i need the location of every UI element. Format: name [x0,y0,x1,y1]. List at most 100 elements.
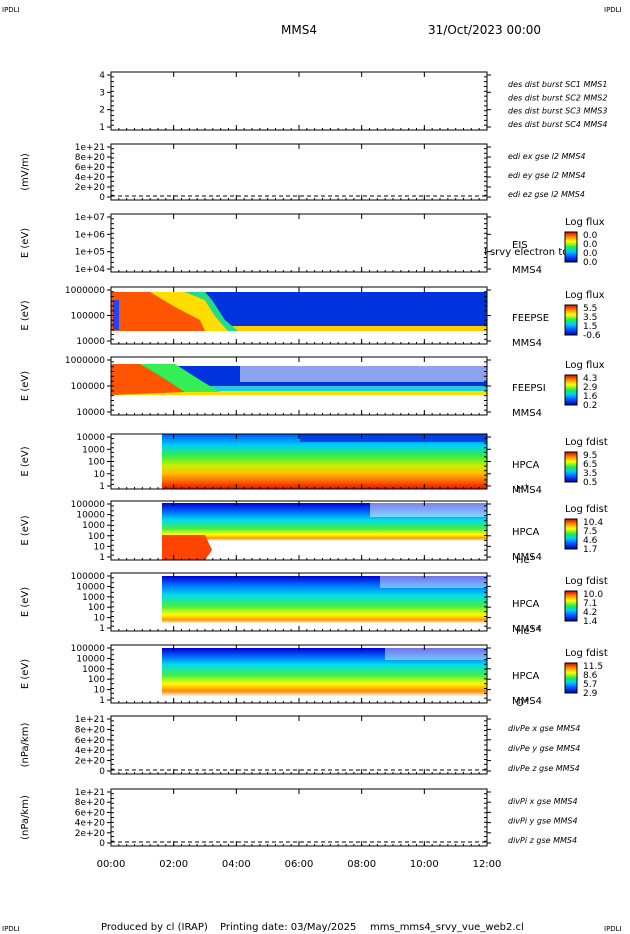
panel-feepsi-cbar-title: Log flux [565,360,605,371]
panel-feepsi-cbar-tick-label: 1.6 [583,392,598,402]
feepse-hot-region [111,292,210,331]
panel-hpca-o-cbar-tick-label: 11.5 [583,662,603,672]
panel-hpca-h-cbar-tick-label: 9.5 [583,451,597,461]
panel-divpe-ytick-label: 4e+20 [75,746,106,756]
panel-hpca-h-sublabel: MMS4 [512,485,542,496]
panel-hpca-he1-cbar-title: Log fdist [565,504,608,515]
x-tick-label: 04:00 [222,859,251,870]
panel-feepsi-cbar-tick-label: 0.2 [583,401,597,411]
panel-eis-cbar-tick-label: 0.0 [583,240,598,250]
panel-divpe-ylabel: (nPa/km) [20,723,31,768]
corner-label-bl: IPDLI [2,925,20,933]
panel-hpca-he1-cbar-tick-label: 1.7 [583,545,597,555]
feepsi-hot-region [111,364,185,395]
panel-eis-ytick-label: 1e+06 [75,230,106,240]
panel-feepsi-ylabel: E (eV) [20,371,31,401]
panel-hpca-he2-cbar-tick-label: 4.2 [583,608,597,618]
panel-hpca-o-instrument-label: HPCA [512,671,540,682]
panel-hpca-he1-colorbar [564,518,578,550]
panel-edi-ytick-label: 1e+21 [75,143,105,153]
panel-feepse-cbar-tick-label: 3.5 [583,313,597,323]
feepsi-mid-region [140,364,220,392]
panel-hpca-he1-ytick-label: 100000 [71,500,106,510]
panel-divpi-legend-item: divPi x gse MMS4 [508,797,578,806]
panel-eis-overlay-text: l srvy electron to [484,247,568,258]
panel-edi-legend-item: edi ez gse l2 MMS4 [508,190,585,199]
panel-feepse-cbar-tick-label: 1.5 [583,322,597,332]
panel-hpca-he2-cbar-title: Log fdist [565,576,608,587]
panel-divpe-ytick-label: 8e+20 [75,725,106,735]
panel-hpca-he2-species: He++ [516,624,542,637]
panel-edi-ylabel: (mV/m) [20,153,31,191]
panel-hpca-he1-ytick-label: 10 [94,542,106,552]
panel-hpca-he2-ytick-label: 10 [94,614,106,624]
panel-hpca-he1-cbar-tick-label: 7.5 [583,527,597,537]
panel-edi-legend-item: edi ey gse l2 MMS4 [508,171,586,180]
hpca-he2-spectrum [162,576,487,631]
panel-feepse-ytick-label: 10000 [76,337,105,347]
panel-hpca-he2-ytick-label: 1 [99,624,105,634]
panel-feepsi-colorbar [564,374,578,406]
panel-divpe-legend-item: divPe x gse MMS4 [508,724,580,733]
panel-hpca-he1-cbar-tick-label: 4.6 [583,536,598,546]
panel-burst-ytick-label: 4 [99,71,105,81]
panel-hpca-he1-ytick-label: 1 [99,553,105,563]
panel-hpca-h-cbar-tick-label: 0.5 [583,478,597,488]
panel-hpca-h-ytick-label: 1000 [82,445,105,455]
panel-hpca-o-ytick-label: 10000 [76,654,105,664]
spectrogram-layer [111,292,487,703]
panel-divpi-ytick-label: 8e+20 [75,798,106,808]
hpca-h-spectrum [162,434,487,489]
panel-hpca-he2-colorbar [564,590,578,622]
panel-feepse-ytick-label: 100000 [71,312,106,322]
x-tick-label: 10:00 [410,859,439,870]
hpca-o-top-fade [385,648,487,660]
panel-edi-legend-item: edi ex gse l2 MMS4 [508,152,586,161]
panel-hpca-o-cbar-tick-label: 8.6 [583,671,598,681]
panel-hpca-o-ylabel: E (eV) [20,659,31,689]
panel-divpi-ytick-label: 4e+20 [75,819,106,829]
feepsi-band [111,386,487,392]
panel-feepse-cbar-tick-label: 5.5 [583,304,597,314]
panel-divpe-ytick-label: 6e+20 [75,736,106,746]
panel-eis-cbar-tick-label: 0.0 [583,249,598,259]
panel-eis-colorbar [564,231,578,263]
panel-feepsi-sublabel: MMS4 [512,408,542,419]
panel-divpi-legend-item: divPi y gse MMS4 [508,817,578,826]
feepsi-speckle-mask [240,362,487,382]
panel-edi-ytick-label: 8e+20 [75,153,106,163]
panel-hpca-o-ytick-label: 1000 [82,665,105,675]
panel-hpca-h-ytick-label: 1 [99,482,105,492]
panel-hpca-h-instrument-label: HPCA [512,460,540,471]
panel-hpca-he2-cbar-tick-label: 1.4 [583,617,598,627]
panel-divpi-ytick-label: 0 [99,839,105,849]
panel-hpca-h-ytick-label: 10 [94,470,106,480]
panel-feepsi-ytick-label: 100000 [71,382,106,392]
panel-feepse-colorbar [564,304,578,336]
time-axis: 00:00 02:00 04:00 06:00 08:00 10:00 12:00 [97,72,502,870]
panel-feepsi-instrument-label: FEEPSI [512,383,546,394]
panel-hpca-o-ytick-label: 100 [88,675,105,685]
panel-divpe-frame [110,715,488,775]
date-title: 31/Oct/2023 00:00 [428,23,541,37]
x-tick-label: 12:00 [473,859,502,870]
panel-divpe-ytick-label: 2e+20 [75,757,106,767]
panel-edi-ytick-label: 6e+20 [75,163,106,173]
feepse-gap [113,300,119,330]
panel-hpca-o-colorbar [564,662,578,694]
corner-label-tl: IPDLI [2,6,20,14]
panel-hpca-h-ytick-label: 100 [88,458,105,468]
panel-edi-ytick-label: 2e+20 [75,183,106,193]
footer-printing-date: Printing date: 03/May/2025 [220,922,356,933]
panel-hpca-he1-instrument-label: HPCA [512,527,540,538]
panel-hpca-he2-ylabel: E (eV) [20,587,31,617]
panel-hpca-o-sublabel: MMS4 [512,696,542,707]
hpca-he1-hot-corner [162,535,212,560]
panel-hpca-he1-ylabel: E (eV) [20,515,31,545]
panel-hpca-o-cbar-tick-label: 5.7 [583,680,597,690]
panel-feepsi-cbar-tick-label: 4.3 [583,374,597,384]
panel-burst-ytick-label: 2 [99,106,105,116]
x-tick-label: 08:00 [347,859,376,870]
panel-feepsi-cbar-tick-label: 2.9 [583,383,598,393]
feepse-lowband [111,326,487,331]
